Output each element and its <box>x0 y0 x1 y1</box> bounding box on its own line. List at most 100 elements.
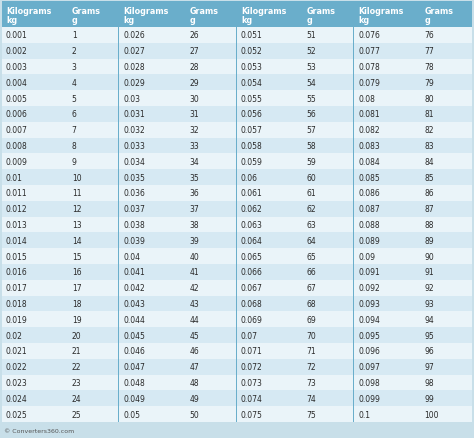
Text: 0.071: 0.071 <box>241 346 263 356</box>
Text: 0.048: 0.048 <box>124 378 145 387</box>
Text: 0.097: 0.097 <box>358 362 380 371</box>
Text: 0.034: 0.034 <box>124 157 146 166</box>
Text: 0.01: 0.01 <box>6 173 23 182</box>
Text: g: g <box>424 15 430 25</box>
Text: 0.022: 0.022 <box>6 362 27 371</box>
Bar <box>2 406 118 422</box>
Bar <box>237 328 354 343</box>
Bar <box>119 91 236 107</box>
Bar <box>355 91 472 107</box>
Text: 0.045: 0.045 <box>124 331 146 340</box>
Text: 0.032: 0.032 <box>124 126 145 135</box>
Text: 0.049: 0.049 <box>124 394 146 403</box>
Bar <box>2 359 118 375</box>
Text: 44: 44 <box>189 315 199 324</box>
Text: 0.082: 0.082 <box>358 126 380 135</box>
Text: 96: 96 <box>424 346 434 356</box>
Text: 0.037: 0.037 <box>124 205 146 214</box>
Text: 0.016: 0.016 <box>6 268 28 277</box>
Text: 0.081: 0.081 <box>358 110 380 119</box>
Text: 0.046: 0.046 <box>124 346 146 356</box>
Text: g: g <box>189 15 195 25</box>
Bar <box>2 170 118 186</box>
Text: 37: 37 <box>189 205 199 214</box>
Text: 0.003: 0.003 <box>6 63 28 72</box>
Bar <box>355 296 472 312</box>
Text: 0.093: 0.093 <box>358 299 380 308</box>
Text: 73: 73 <box>307 378 317 387</box>
Text: 0.099: 0.099 <box>358 394 380 403</box>
Bar <box>355 359 472 375</box>
Text: 39: 39 <box>189 236 199 245</box>
Text: 9: 9 <box>72 157 77 166</box>
Text: 0.064: 0.064 <box>241 236 263 245</box>
Text: 46: 46 <box>189 346 199 356</box>
Text: 3: 3 <box>72 63 77 72</box>
Text: 0.027: 0.027 <box>124 47 145 56</box>
Text: 0.088: 0.088 <box>358 220 380 230</box>
Text: 0.004: 0.004 <box>6 78 28 88</box>
Text: 0.087: 0.087 <box>358 205 380 214</box>
Text: 0.013: 0.013 <box>6 220 28 230</box>
Bar <box>119 2 236 28</box>
Text: 69: 69 <box>307 315 317 324</box>
Text: 0.005: 0.005 <box>6 94 28 103</box>
Text: 0.001: 0.001 <box>6 32 28 40</box>
Bar <box>119 217 236 233</box>
Bar <box>119 375 236 391</box>
Text: 0.073: 0.073 <box>241 378 263 387</box>
Bar <box>2 375 118 391</box>
Text: 24: 24 <box>72 394 82 403</box>
Text: Grams: Grams <box>72 7 101 15</box>
Text: Grams: Grams <box>189 7 219 15</box>
Text: 0.096: 0.096 <box>358 346 380 356</box>
Text: 7: 7 <box>72 126 77 135</box>
Text: 95: 95 <box>424 331 434 340</box>
Text: 2: 2 <box>72 47 76 56</box>
Text: 0.055: 0.055 <box>241 94 263 103</box>
Bar <box>119 406 236 422</box>
Text: 0.021: 0.021 <box>6 346 27 356</box>
Bar <box>119 154 236 170</box>
Text: 0.053: 0.053 <box>241 63 263 72</box>
Text: 20: 20 <box>72 331 82 340</box>
Text: 0.006: 0.006 <box>6 110 28 119</box>
Text: 91: 91 <box>424 268 434 277</box>
Text: © Converters360.com: © Converters360.com <box>4 428 74 434</box>
Text: 28: 28 <box>189 63 199 72</box>
Text: 0.028: 0.028 <box>124 63 145 72</box>
Text: 0.024: 0.024 <box>6 394 28 403</box>
Text: 94: 94 <box>424 315 434 324</box>
Bar <box>237 233 354 249</box>
Text: 0.085: 0.085 <box>358 173 380 182</box>
Bar <box>237 280 354 296</box>
Bar <box>2 249 118 265</box>
Text: 62: 62 <box>307 205 317 214</box>
Bar <box>119 296 236 312</box>
Bar <box>2 233 118 249</box>
Text: 0.041: 0.041 <box>124 268 145 277</box>
Bar <box>237 44 354 60</box>
Bar <box>355 375 472 391</box>
Bar <box>119 233 236 249</box>
Text: 32: 32 <box>189 126 199 135</box>
Text: 27: 27 <box>189 47 199 56</box>
Text: 0.062: 0.062 <box>241 205 263 214</box>
Text: 4: 4 <box>72 78 77 88</box>
Text: 0.079: 0.079 <box>358 78 380 88</box>
Bar <box>2 328 118 343</box>
Bar <box>355 343 472 359</box>
Text: 19: 19 <box>72 315 82 324</box>
Text: 49: 49 <box>189 394 199 403</box>
Bar <box>119 44 236 60</box>
Bar <box>2 91 118 107</box>
Bar <box>119 343 236 359</box>
Text: 38: 38 <box>189 220 199 230</box>
Text: 36: 36 <box>189 189 199 198</box>
Bar <box>2 107 118 123</box>
Text: 10: 10 <box>72 173 82 182</box>
Bar <box>119 280 236 296</box>
Text: 41: 41 <box>189 268 199 277</box>
Bar <box>2 186 118 201</box>
Bar <box>355 280 472 296</box>
